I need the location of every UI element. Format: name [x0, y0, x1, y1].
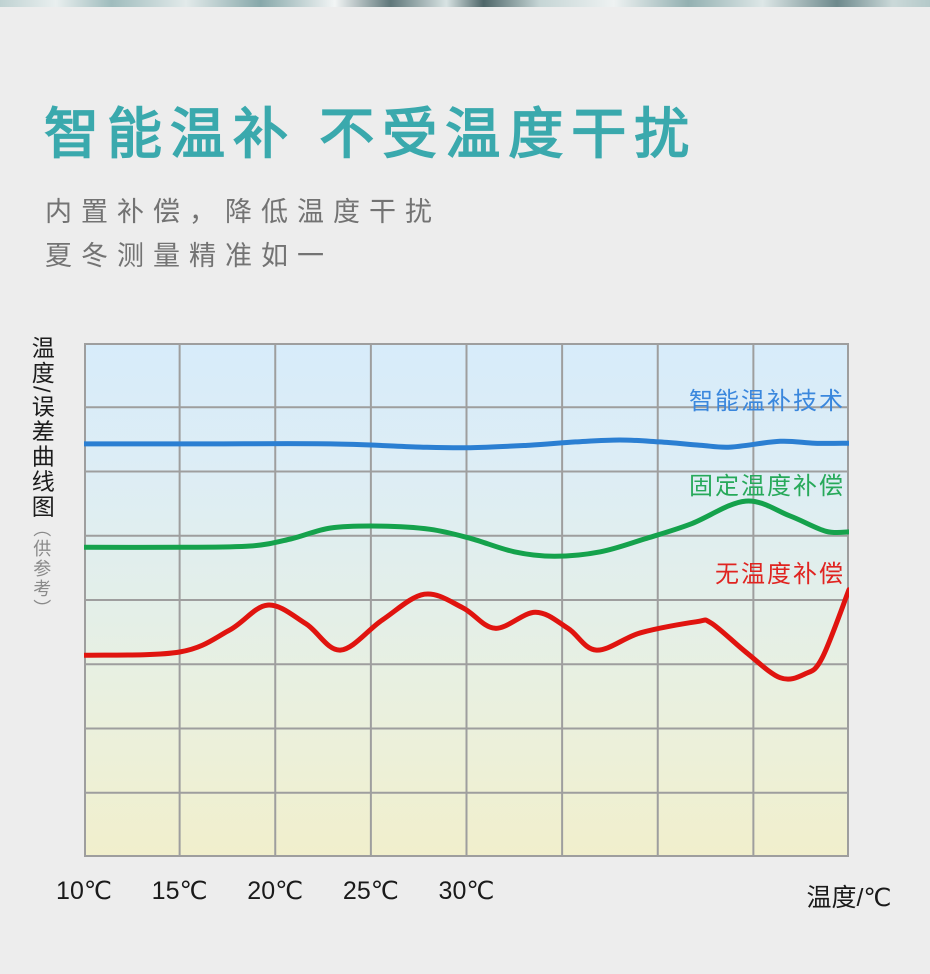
plot-svg [84, 343, 849, 857]
x-axis: 温度/℃ 10℃ 15℃ 20℃ 25℃ 30℃ [56, 876, 891, 912]
subtitle-line-2: 夏冬测量精准如一 [45, 241, 333, 271]
x-tick-25: 25℃ [342, 877, 399, 905]
legend-label-no-compensation: 无温度补偿 [715, 561, 845, 588]
x-tick-15: 15℃ [151, 877, 208, 905]
legend-label-smart-compensation: 智能温补技术 [689, 388, 845, 415]
hero-image-sliver [0, 0, 930, 7]
subtitle-line-1: 内置补偿，降低温度干扰 [45, 197, 441, 227]
y-axis-label-main: 温度/误差曲线图 [28, 336, 55, 520]
x-tick-20: 20℃ [247, 877, 304, 905]
x-tick-30: 30℃ [438, 877, 495, 905]
legend-label-fixed-compensation: 固定温度补偿 [689, 473, 845, 500]
page-title: 智能温补 不受温度干扰 [44, 103, 698, 165]
x-tick-10: 10℃ [56, 877, 112, 905]
y-axis-label-note: （供参考） [31, 519, 52, 620]
y-axis-label: 温度/误差曲线图（供参考） [28, 336, 55, 620]
error-curve-chart: 智能温补技术 固定温度补偿 无温度补偿 [84, 343, 849, 857]
x-axis-title: 温度/℃ [806, 884, 892, 912]
